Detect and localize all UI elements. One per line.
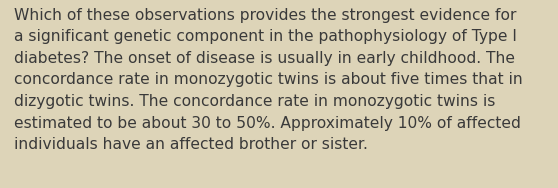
- Text: Which of these observations provides the strongest evidence for
a significant ge: Which of these observations provides the…: [14, 8, 523, 152]
